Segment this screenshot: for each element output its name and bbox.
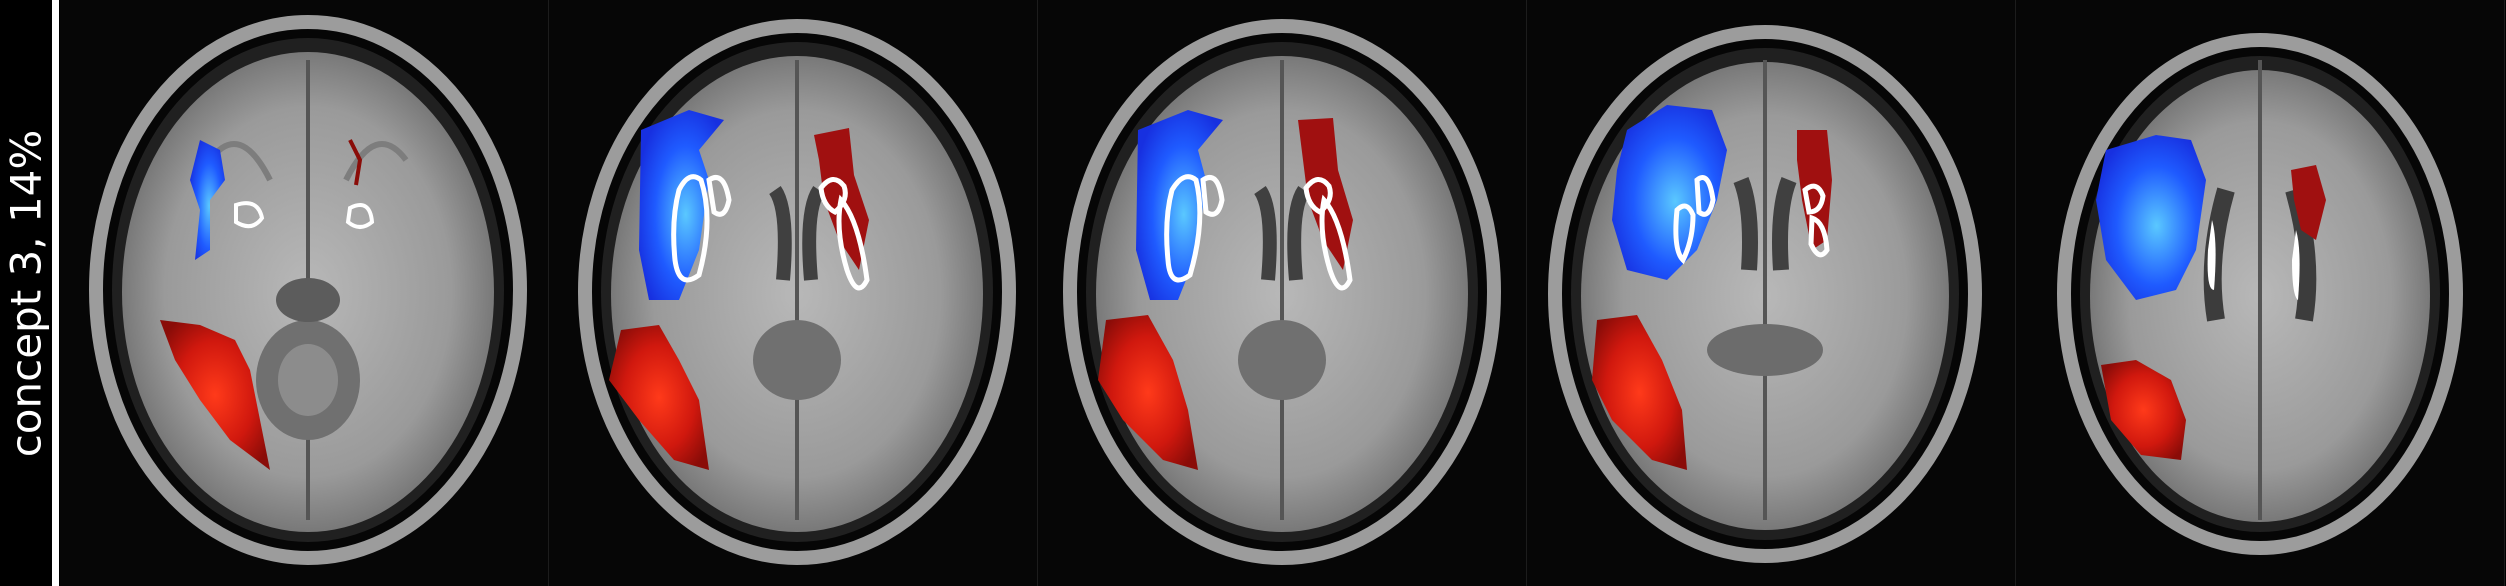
axial-brain-slice-3-icon [1063,19,1501,565]
slice-panels [60,0,2506,586]
slice-panel-1 [60,0,549,586]
row-label-bar: concept 3, 14% [0,0,59,586]
slice-panel-4 [1527,0,2016,586]
axial-brain-slice-4-icon [1548,25,1982,563]
slice-panel-3 [1038,0,1527,586]
axial-brain-slice-1-icon [89,15,527,565]
slice-panel-2 [549,0,1038,586]
axial-brain-slice-2-icon [578,19,1016,565]
axial-brain-slice-5-icon [2057,33,2463,555]
row-label: concept 3, 14% [1,129,51,457]
slice-panel-5 [2016,0,2505,586]
